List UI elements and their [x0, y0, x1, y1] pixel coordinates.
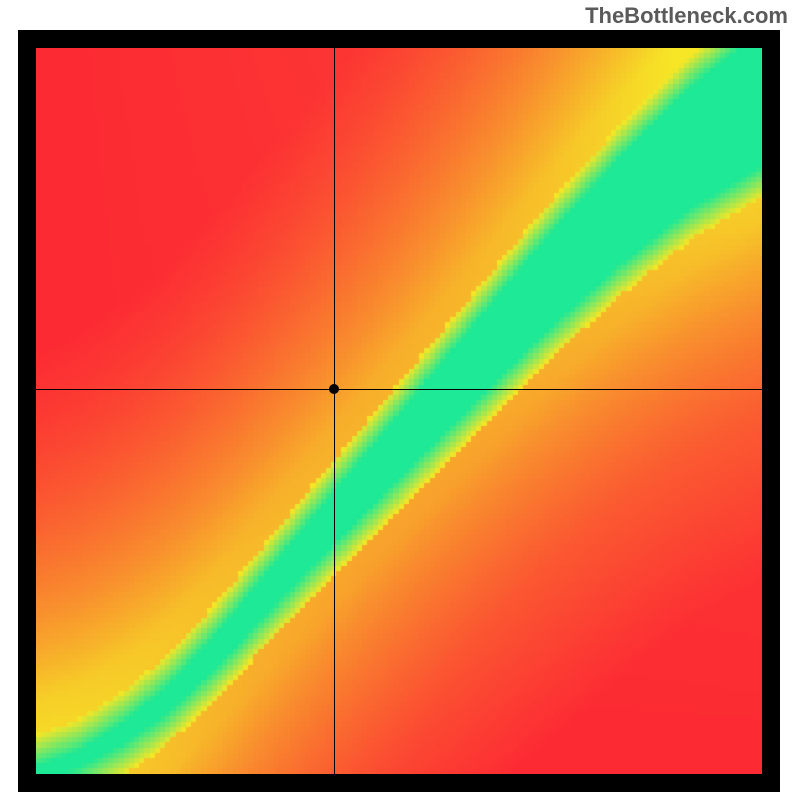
figure-container: TheBottleneck.com — [0, 0, 800, 800]
heatmap-canvas — [36, 48, 762, 774]
crosshair-vertical — [334, 48, 335, 774]
crosshair-dot — [329, 384, 339, 394]
watermark-text: TheBottleneck.com — [585, 3, 788, 29]
crosshair-horizontal — [36, 389, 762, 390]
plot-area — [36, 48, 762, 774]
